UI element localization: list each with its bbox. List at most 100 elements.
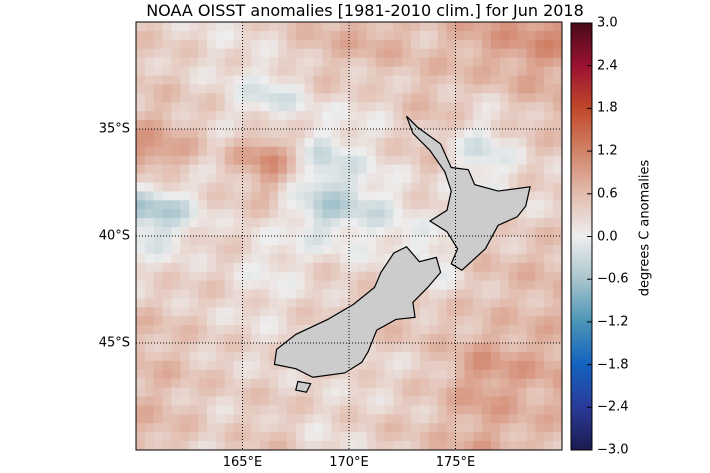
anomaly-cell (162, 396, 173, 407)
anomaly-cell (198, 155, 208, 166)
anomaly-cell (535, 173, 545, 184)
anomaly-cell (180, 423, 190, 433)
anomaly-cell (286, 298, 297, 308)
anomaly-cell (420, 200, 430, 210)
anomaly-cell (162, 307, 173, 317)
anomaly-cell (180, 325, 190, 335)
anomaly-cell (535, 155, 545, 166)
anomaly-cell (393, 387, 403, 398)
anomaly-cell (446, 441, 457, 450)
anomaly-cell (331, 57, 341, 68)
anomaly-cell (251, 316, 261, 326)
anomaly-cell (420, 209, 430, 219)
anomaly-cell (402, 173, 412, 184)
anomaly-cell (455, 129, 465, 139)
anomaly-cell (189, 307, 199, 317)
anomaly-cell (207, 423, 217, 433)
anomaly-cell (260, 351, 270, 362)
anomaly-cell (464, 405, 474, 415)
anomaly-cell (295, 84, 306, 94)
anomaly-cell (499, 227, 510, 237)
colorbar-tick-label: 1.8 (597, 100, 618, 116)
anomaly-cell (260, 155, 270, 166)
anomaly-cell (180, 387, 190, 398)
anomaly-cell (384, 360, 394, 371)
anomaly-cell (473, 30, 483, 41)
colorbar-tick-label: 3.0 (597, 15, 618, 31)
anomaly-cell (171, 39, 181, 50)
anomaly-cell (224, 343, 235, 353)
anomaly-cell (411, 57, 421, 68)
anomaly-cell (136, 209, 146, 219)
anomaly-cell (402, 414, 412, 424)
anomaly-cell (153, 298, 164, 308)
anomaly-cell (482, 182, 492, 193)
anomaly-cell (189, 182, 199, 193)
anomaly-cell (411, 155, 421, 166)
anomaly-cell (491, 102, 501, 112)
anomaly-cell (402, 209, 412, 219)
anomaly-cell (313, 280, 323, 291)
anomaly-cell (189, 111, 199, 121)
anomaly-cell (508, 84, 519, 94)
anomaly-cell (136, 387, 146, 398)
anomaly-cell (437, 75, 448, 86)
anomaly-cell (517, 351, 528, 362)
anomaly-cell (286, 111, 297, 121)
anomaly-cell (269, 137, 279, 148)
anomaly-cell (278, 75, 288, 86)
anomaly-cell (411, 22, 421, 32)
anomaly-cell (144, 360, 155, 371)
anomaly-cell (553, 75, 562, 86)
anomaly-cell (180, 218, 190, 228)
anomaly-cell (162, 262, 173, 273)
anomaly-cell (313, 218, 323, 228)
anomaly-cell (286, 307, 297, 317)
anomaly-cell (366, 396, 377, 407)
anomaly-cell (340, 57, 350, 68)
anomaly-cell (144, 30, 155, 41)
anomaly-cell (437, 307, 448, 317)
anomaly-cell (331, 271, 341, 282)
anomaly-cell (322, 129, 332, 139)
anomaly-cell (544, 244, 554, 255)
anomaly-cell (366, 227, 377, 237)
anomaly-cell (491, 164, 501, 175)
anomaly-cell (553, 164, 562, 175)
anomaly-cell (136, 253, 146, 264)
anomaly-cell (544, 423, 554, 433)
anomaly-cell (420, 432, 430, 442)
anomaly-cell (357, 39, 368, 50)
anomaly-cell (207, 146, 217, 157)
anomaly-cell (136, 298, 146, 308)
anomaly-cell (260, 75, 270, 86)
anomaly-cell (198, 227, 208, 237)
anomaly-cell (322, 191, 332, 201)
anomaly-cell (162, 120, 173, 130)
anomaly-cell (242, 93, 252, 103)
anomaly-cell (535, 316, 545, 326)
anomaly-cell (286, 22, 297, 32)
anomaly-cell (553, 111, 562, 121)
anomaly-cell (384, 405, 394, 415)
anomaly-cell (517, 414, 528, 424)
anomaly-cell (198, 182, 208, 193)
anomaly-cell (544, 200, 554, 210)
anomaly-cell (313, 316, 323, 326)
anomaly-cell (535, 334, 545, 344)
anomaly-cell (224, 137, 235, 148)
anomaly-cell (286, 164, 297, 175)
anomaly-cell (366, 414, 377, 424)
anomaly-cell (295, 298, 306, 308)
anomaly-cell (189, 289, 199, 300)
anomaly-cell (544, 102, 554, 112)
anomaly-cell (171, 423, 181, 433)
anomaly-cell (304, 441, 315, 450)
anomaly-cell (544, 120, 554, 130)
anomaly-cell (393, 57, 403, 68)
anomaly-cell (322, 22, 332, 32)
anomaly-cell (420, 75, 430, 86)
anomaly-cell (162, 316, 173, 326)
anomaly-cell (491, 316, 501, 326)
anomaly-cell (260, 209, 270, 219)
